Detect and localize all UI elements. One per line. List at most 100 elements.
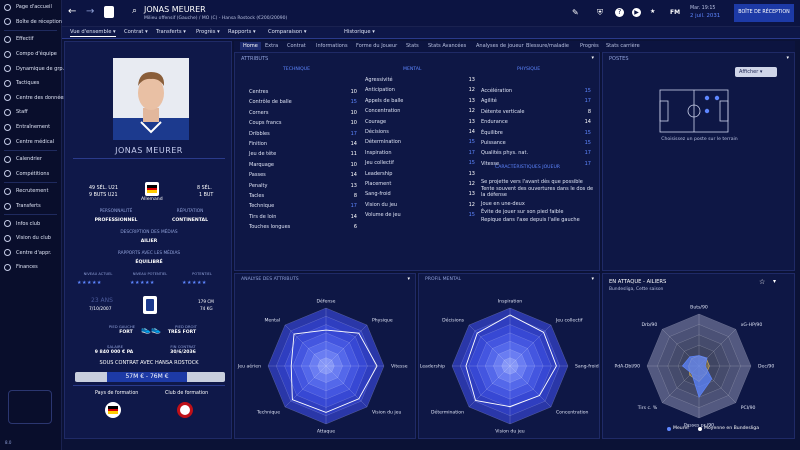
date-day: Mar. 19:15 (690, 6, 716, 11)
sidebar-item-0[interactable]: Page d'accueil (0, 0, 61, 15)
play-icon[interactable]: ▶ (632, 8, 641, 17)
technique-header: TECHNIQUE (283, 67, 311, 72)
club-crest-icon (143, 296, 157, 314)
shield-icon[interactable]: ⛨ (597, 8, 603, 17)
back-arrow-icon[interactable]: ← (68, 6, 77, 17)
sidebar-item-13[interactable]: Transferts (0, 199, 61, 214)
performance-title: EN ATTAQUE - AILIERS (609, 279, 667, 285)
attribute-name: Endurance (481, 119, 508, 126)
star-icon[interactable]: ☆ (759, 278, 766, 286)
subtab-6[interactable]: Stats Avancées (428, 43, 467, 49)
radar-axis (509, 324, 552, 367)
fm-logo[interactable]: FM (670, 9, 681, 16)
top-bar: ← → ⌕ JONAS MEURER Milieu offensif (Gauc… (62, 0, 800, 27)
chevron-down-icon[interactable]: ▾ (591, 276, 594, 282)
sidebar-item-4[interactable]: Dynamique de grp. (0, 61, 65, 76)
pitch[interactable] (659, 89, 729, 133)
potential2-stars: ★★★★★ (182, 280, 207, 286)
subtab-4[interactable]: Forme du Joueur (356, 43, 398, 49)
sidebar-item-3[interactable]: Compo d'équipe (0, 47, 61, 62)
chevron-down-icon[interactable]: ▾ (591, 55, 594, 61)
subtab-8[interactable]: Blessure/maladie (526, 43, 570, 49)
divider (73, 158, 225, 159)
sidebar-item-label: Dynamique de grp. (16, 65, 65, 72)
performance-radar: Buts/90 xG-HP/90 Dec/90 PCI/90 Passes pr./90… (614, 305, 774, 429)
sidebar-item-11[interactable]: Compétitions (0, 167, 61, 182)
finances-icon (4, 263, 11, 271)
nav-tab-4[interactable]: Rapports ▾ (228, 29, 256, 35)
sidebar-item-label: Centre des données (16, 94, 67, 101)
sidebar-item-15[interactable]: Vision du club (0, 231, 61, 246)
attribute-value: 17 (584, 98, 591, 105)
radar-label: Inspiration (498, 299, 522, 305)
sidebar-item-label: Calendrier (16, 156, 42, 163)
sidebar-item-6[interactable]: Centre des données (0, 91, 66, 106)
club-crest-icon[interactable] (104, 6, 114, 18)
traits-title: CARACTÉRISTIQUES JOUEUR (495, 165, 561, 170)
height: 179 CM (198, 299, 214, 304)
forward-arrow-icon[interactable]: → (86, 6, 95, 17)
sidebar-item-5[interactable]: Tactiques (0, 76, 61, 91)
help-icon[interactable]: ? (615, 8, 624, 17)
sidebar-item-label: Centre médical (16, 138, 55, 145)
edit-icon[interactable]: ✎ (572, 8, 579, 17)
sidebar-item-9[interactable]: Centre médical (0, 134, 61, 149)
chevron-down-icon[interactable]: ▾ (786, 55, 789, 61)
physique-header: PHYSIQUE (517, 67, 541, 72)
attribute-name: Anticipation (365, 87, 395, 94)
nav-tab-2[interactable]: Transferts ▾ (156, 29, 186, 35)
subtab-10[interactable]: Stats carrière (606, 43, 640, 49)
performance-panel: EN ATTAQUE - AILIERS Bundesliga, Cette s… (602, 273, 795, 439)
positions-panel: POSTES ▾ Afficher ▾ Choisissez un poste … (602, 52, 795, 271)
sidebar-item-12[interactable]: Recrutement (0, 184, 61, 199)
positions-hint: Choisissez un poste sur le terrain (661, 137, 738, 142)
personality-value: PROFESSIONNEL (94, 218, 138, 223)
subtab-7[interactable]: Analyses de joueur (476, 43, 524, 49)
sidebar-item-2[interactable]: Effectif (0, 32, 61, 47)
sidebar-item-label: Boîte de réception (16, 18, 62, 25)
sidebar-item-1[interactable]: Boîte de réception (0, 15, 62, 30)
subtab-0[interactable]: Home (240, 42, 261, 50)
player-name-title: JONAS MEURER (144, 5, 206, 14)
search-icon[interactable]: ⌕ (132, 6, 138, 16)
display-dropdown-label: Afficher (739, 69, 759, 75)
subtab-2[interactable]: Contrat (287, 43, 306, 49)
legend-player: Meurer (673, 426, 690, 431)
subtab-3[interactable]: Informations (316, 43, 348, 49)
sidebar-item-17[interactable]: Finances (0, 260, 61, 275)
radar-axis (509, 365, 552, 408)
attributes-panel: ATTRIBUTS ▾ TECHNIQUE MENTAL PHYSIQUE CA… (234, 52, 600, 271)
chevron-down-icon[interactable]: ▾ (407, 276, 410, 282)
player-trait: Joue en une-deux (481, 201, 525, 207)
nav-tab-1[interactable]: Contrat ▾ (124, 29, 148, 35)
radar-label: Dec/90 (758, 364, 774, 370)
attribute-value: 15 (584, 140, 591, 146)
nav-tab-0[interactable]: Vue d'ensemble ▾ (70, 29, 116, 37)
attributes-title: ATTRIBUTS (241, 56, 269, 62)
radar-label: Sang-froid (575, 364, 599, 370)
nav-tab-6[interactable]: Historique ▾ (344, 29, 375, 35)
player-subtitle: Milieu offensif (Gauche) / MO (C) - Hans… (144, 16, 288, 21)
radar-label: Technique (256, 409, 280, 415)
sidebar-item-7[interactable]: Staff (0, 105, 61, 120)
fans-icon[interactable]: ★ (650, 8, 656, 15)
sidebar-item-16[interactable]: Centre d'appr. (0, 246, 61, 261)
attribute-value: 15 (468, 212, 475, 219)
goals-left: 9 BUTS U21 (89, 193, 118, 198)
attribute-value: 8 (587, 108, 591, 115)
sidebar-item-14[interactable]: Infos club (0, 216, 61, 231)
sidebar-item-10[interactable]: Calendrier (0, 152, 61, 167)
attribute-value: 17 (468, 149, 475, 156)
display-dropdown[interactable]: Afficher ▾ (735, 67, 777, 77)
sidebar-item-8[interactable]: Entraînement (0, 120, 61, 135)
nav-tab-5[interactable]: Comparaison ▾ (268, 29, 307, 35)
inbox-button[interactable]: BOÎTE DE RÉCEPTION (734, 4, 794, 22)
sidebar-item-label: Transferts (16, 203, 41, 210)
nav-tab-3[interactable]: Progrès ▾ (196, 29, 220, 35)
subtab-9[interactable]: Progrès (580, 43, 599, 49)
ability-stars: ★★★★★ (77, 280, 102, 286)
attribute-value: 14 (584, 119, 591, 126)
chevron-down-icon[interactable]: ▾ (773, 278, 777, 285)
subtab-1[interactable]: Extra (265, 43, 279, 49)
subtab-5[interactable]: Stats (406, 43, 419, 49)
